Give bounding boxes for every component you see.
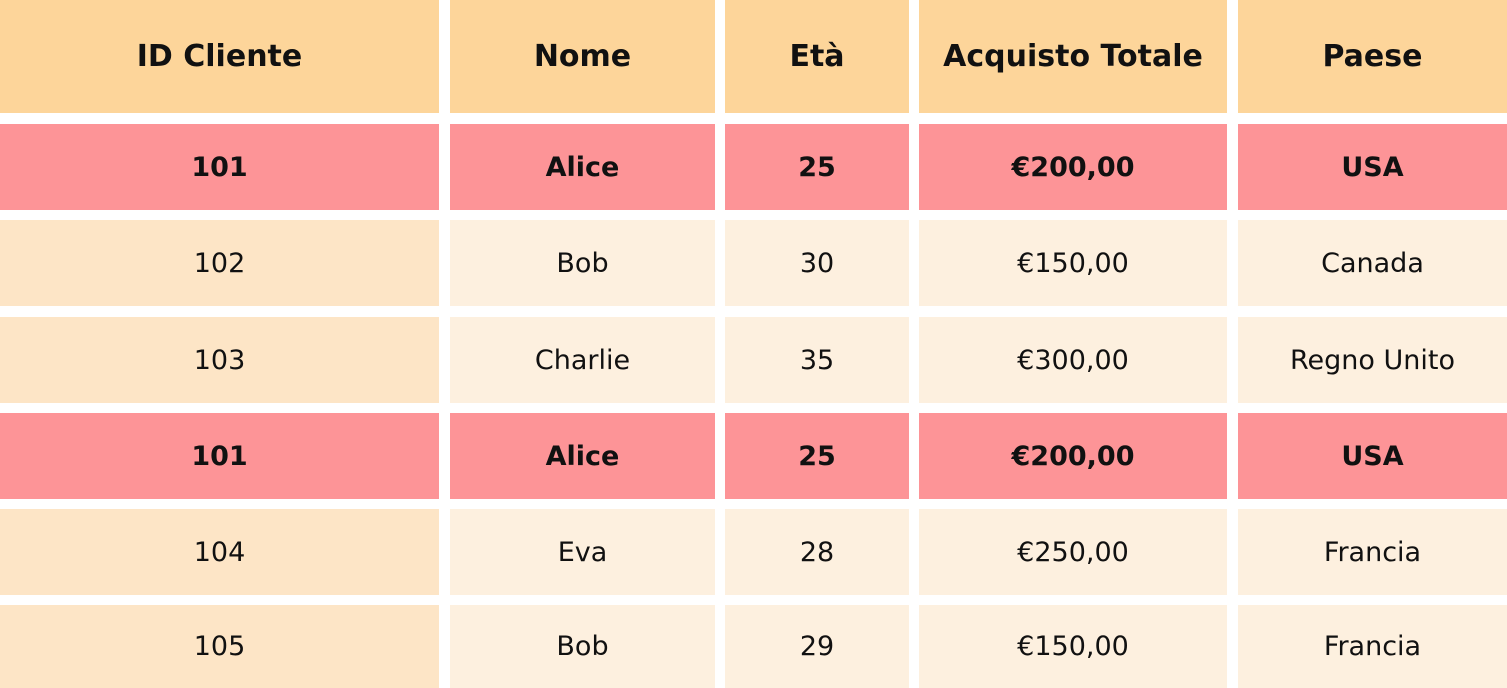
table-cell: 28 <box>725 509 909 595</box>
highlighted-cell: €200,00 <box>919 413 1227 499</box>
header-cell: Paese <box>1238 0 1507 113</box>
table-cell: Francia <box>1238 509 1507 595</box>
table-cell: €300,00 <box>919 317 1227 403</box>
table-cell: Eva <box>450 509 715 595</box>
highlighted-cell: 101 <box>0 124 439 210</box>
highlighted-cell: USA <box>1238 124 1507 210</box>
table-cell: Bob <box>450 220 715 306</box>
header-cell: Nome <box>450 0 715 113</box>
highlighted-cell: 25 <box>725 124 909 210</box>
table-cell: Bob <box>450 605 715 688</box>
table-cell: 30 <box>725 220 909 306</box>
highlighted-cell: €200,00 <box>919 124 1227 210</box>
table-cell: 105 <box>0 605 439 688</box>
table-cell: Canada <box>1238 220 1507 306</box>
table-cell: Charlie <box>450 317 715 403</box>
table-cell: €150,00 <box>919 220 1227 306</box>
highlighted-cell: USA <box>1238 413 1507 499</box>
table-cell: €250,00 <box>919 509 1227 595</box>
highlighted-cell: 25 <box>725 413 909 499</box>
table-cell: 104 <box>0 509 439 595</box>
header-cell: Acquisto Totale <box>919 0 1227 113</box>
highlighted-cell: Alice <box>450 413 715 499</box>
table-cell: 29 <box>725 605 909 688</box>
header-cell: Età <box>725 0 909 113</box>
table-cell: 103 <box>0 317 439 403</box>
table-cell: Regno Unito <box>1238 317 1507 403</box>
table-cell: Francia <box>1238 605 1507 688</box>
table-cell: 102 <box>0 220 439 306</box>
highlighted-cell: 101 <box>0 413 439 499</box>
header-cell: ID Cliente <box>0 0 439 113</box>
table-cell: 35 <box>725 317 909 403</box>
table-cell: €150,00 <box>919 605 1227 688</box>
highlighted-cell: Alice <box>450 124 715 210</box>
